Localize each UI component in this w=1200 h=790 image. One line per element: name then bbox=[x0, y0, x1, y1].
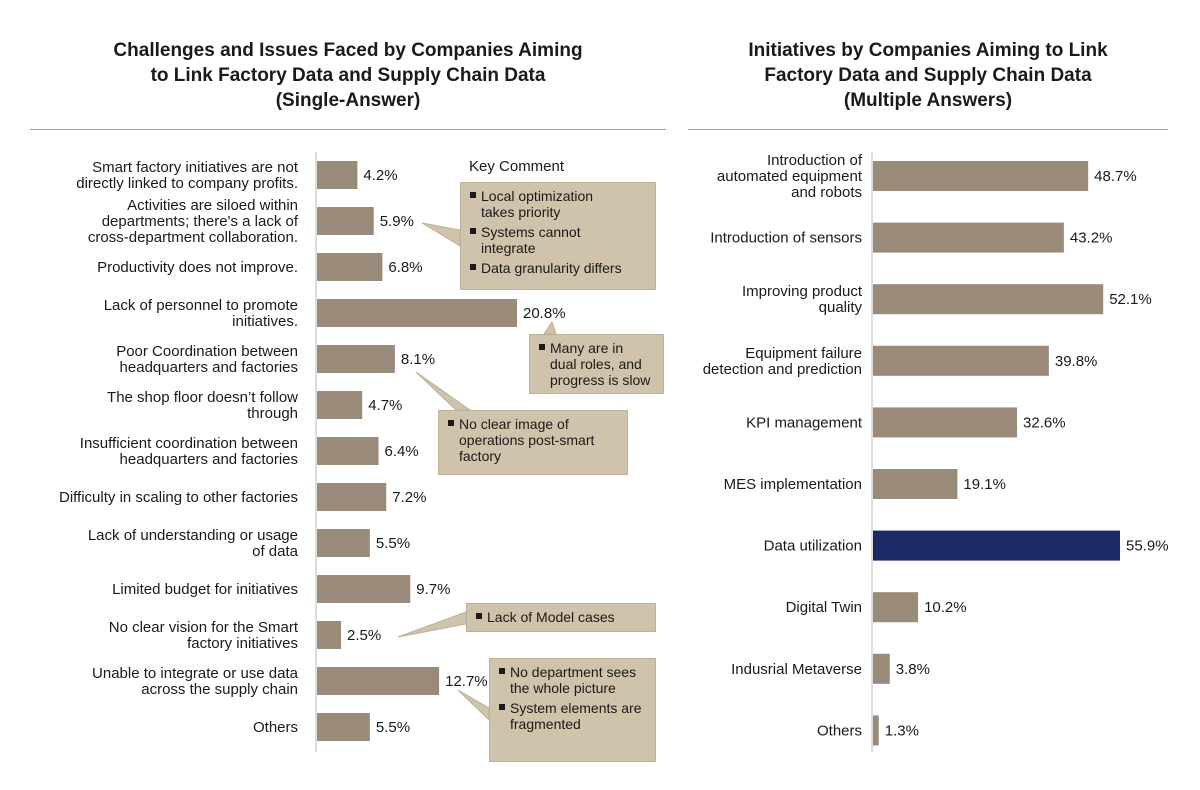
chart-1-value-label-6: 55.9% bbox=[1126, 538, 1169, 555]
chart-0-category-label-12: Others bbox=[253, 719, 298, 736]
chart-1-bar-7 bbox=[873, 592, 919, 623]
chart-1-bar-3 bbox=[873, 345, 1049, 376]
callout-item: System elements are fragmented bbox=[498, 700, 647, 732]
chart-1-bar-4 bbox=[873, 407, 1018, 438]
chart-1-category-label-7: Digital Twin bbox=[786, 599, 862, 616]
chart-0-value-label-7: 7.2% bbox=[392, 489, 426, 506]
chart-1-value-label-8: 3.8% bbox=[896, 661, 930, 678]
chart-1-value-label-4: 32.6% bbox=[1023, 414, 1066, 431]
chart-1-value-label-9: 1.3% bbox=[885, 722, 919, 739]
chart-0-value-label-3: 20.8% bbox=[523, 305, 566, 322]
chart-1-bar-1 bbox=[873, 222, 1064, 253]
callout-item: No clear image of operations post-smart … bbox=[447, 416, 619, 464]
chart-1-category-label-4: KPI management bbox=[746, 414, 863, 431]
right-title-divider bbox=[688, 129, 1168, 130]
callout-pointer-vision bbox=[397, 611, 467, 638]
chart-0-bar-8 bbox=[317, 529, 370, 557]
chart-0-category-label-0: Smart factory initiatives are not directl… bbox=[76, 159, 299, 192]
chart-1-category-label-2: Improving product quality bbox=[742, 283, 863, 316]
chart-1-bar-8 bbox=[873, 653, 890, 684]
right-chart-title: Initiatives by Companies Aiming to Link … bbox=[748, 40, 1108, 111]
chart-0-category-label-11: Unable to integrate or use data across th… bbox=[92, 665, 299, 698]
chart-0-bar-9 bbox=[317, 575, 411, 603]
chart-0-value-label-6: 6.4% bbox=[385, 443, 419, 460]
chart-0-value-label-2: 6.8% bbox=[388, 259, 422, 276]
chart-0-bar-12 bbox=[317, 713, 370, 741]
chart-0-category-label-9: Limited budget for initiatives bbox=[112, 581, 298, 598]
callout-pointer-supply-chain bbox=[457, 689, 490, 722]
chart-1-bar-0 bbox=[873, 161, 1089, 191]
callout-item: Many are in dual roles, and progress is … bbox=[538, 340, 655, 388]
chart-0-value-label-11: 12.7% bbox=[445, 673, 488, 690]
chart-1-category-label-0: Introduction of automated equipment and ro… bbox=[717, 152, 863, 201]
chart-1-value-label-0: 48.7% bbox=[1094, 168, 1137, 185]
chart-1-bar-2 bbox=[873, 284, 1104, 315]
callout-lack-of-personnel: Many are in dual roles, and progress is … bbox=[529, 334, 664, 394]
chart-1-value-label-2: 52.1% bbox=[1109, 291, 1152, 308]
chart-0-value-label-4: 8.1% bbox=[401, 351, 435, 368]
chart-0-bar-0 bbox=[317, 161, 358, 189]
chart-1-value-label-7: 10.2% bbox=[924, 599, 967, 616]
chart-1-bar-5 bbox=[873, 469, 958, 499]
callout-poor-coordination: No clear image of operations post-smart … bbox=[438, 410, 628, 475]
chart-0-category-label-10: No clear vision for the Smart factory ini… bbox=[109, 619, 299, 652]
chart-0-category-label-7: Difficulty in scaling to other factories bbox=[59, 489, 298, 506]
chart-1-category-label-5: MES implementation bbox=[724, 476, 862, 493]
callout-item: Local optimization takes priority bbox=[469, 188, 647, 220]
chart-1-value-label-5: 19.1% bbox=[963, 476, 1006, 493]
callout-supply-chain: No department sees the whole picture Syst… bbox=[489, 658, 656, 762]
chart-0-bar-10 bbox=[317, 621, 342, 649]
chart-0-value-label-0: 4.2% bbox=[363, 167, 397, 184]
chart-1-category-label-3: Equipment failure detection and predictio… bbox=[703, 345, 862, 378]
chart-1-category-label-9: Others bbox=[817, 722, 862, 739]
callout-pointer-coordination bbox=[415, 371, 472, 411]
chart-0-value-label-1: 5.9% bbox=[380, 213, 414, 230]
chart-0-category-label-1: Activities are siloed within departments;… bbox=[88, 197, 299, 246]
chart-0-value-label-8: 5.5% bbox=[376, 535, 410, 552]
chart-0-category-label-5: The shop floor doesn’t follow through bbox=[107, 389, 298, 422]
chart-0-bar-6 bbox=[317, 437, 379, 465]
chart-0-value-label-10: 2.5% bbox=[347, 627, 381, 644]
key-comment-label: Key Comment bbox=[469, 158, 565, 175]
chart-0-category-label-2: Productivity does not improve. bbox=[97, 259, 298, 276]
chart-1-bar-6 bbox=[873, 530, 1120, 561]
callout-siloed-departments: Local optimization takes priority Systems… bbox=[460, 182, 656, 290]
chart-0-bar-4 bbox=[317, 345, 395, 373]
callout-no-clear-vision: Lack of Model cases bbox=[466, 603, 656, 632]
chart-0-value-label-5: 4.7% bbox=[368, 397, 402, 414]
callout-pointer-siloed bbox=[421, 222, 461, 247]
chart-0-bar-7 bbox=[317, 483, 387, 511]
callout-item: No department sees the whole picture bbox=[498, 664, 647, 696]
chart-0-category-label-6: Insufficient coordination between headqua… bbox=[80, 435, 298, 468]
callout-item: Systems cannot integrate bbox=[469, 224, 647, 256]
chart-1-category-label-1: Introduction of sensors bbox=[710, 230, 862, 247]
chart-0-bar-2 bbox=[317, 253, 383, 281]
chart-0-category-label-3: Lack of personnel to promote initiatives. bbox=[104, 297, 298, 330]
callout-item: Lack of Model cases bbox=[475, 609, 647, 625]
chart-0-category-label-8: Lack of understanding or usage of data bbox=[88, 527, 299, 560]
chart-0-bar-5 bbox=[317, 391, 363, 419]
chart-0-bar-11 bbox=[317, 667, 440, 695]
chart-1-value-label-1: 43.2% bbox=[1070, 230, 1113, 247]
chart-1-value-label-3: 39.8% bbox=[1055, 353, 1098, 370]
chart-0-bar-3 bbox=[317, 299, 517, 327]
chart-0-value-label-9: 9.7% bbox=[416, 581, 450, 598]
chart-1-category-label-8: Indusrial Metaverse bbox=[731, 661, 862, 678]
chart-1-category-label-6: Data utilization bbox=[764, 538, 862, 555]
chart-0-bar-1 bbox=[317, 207, 374, 235]
callout-pointer-personnel bbox=[543, 320, 557, 335]
chart-0-category-label-4: Poor Coordination between headquarters an… bbox=[116, 343, 298, 376]
left-chart-title: Challenges and Issues Faced by Companies… bbox=[113, 40, 583, 111]
chart-1-bar-9 bbox=[873, 715, 879, 746]
callout-item: Data granularity differs bbox=[469, 260, 647, 276]
left-title-divider bbox=[30, 129, 666, 130]
chart-0-value-label-12: 5.5% bbox=[376, 719, 410, 736]
